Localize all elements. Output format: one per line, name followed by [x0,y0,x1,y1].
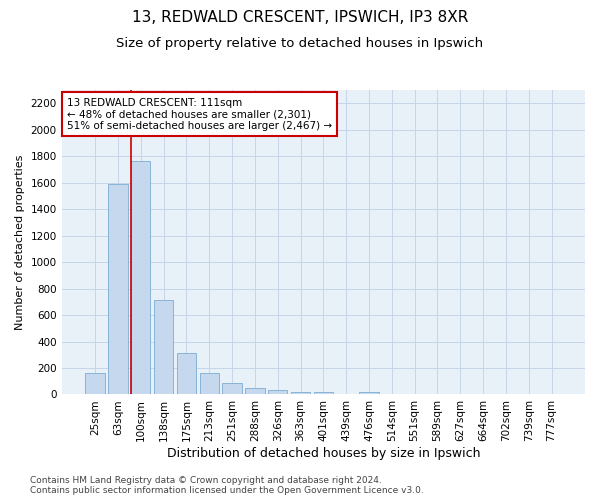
Text: Contains HM Land Registry data © Crown copyright and database right 2024.
Contai: Contains HM Land Registry data © Crown c… [30,476,424,495]
Bar [85,374,105,394]
Y-axis label: Number of detached properties: Number of detached properties [15,154,25,330]
Text: 13, REDWALD CRESCENT, IPSWICH, IP3 8XR: 13, REDWALD CRESCENT, IPSWICH, IP3 8XR [132,10,468,25]
Bar [177,353,196,395]
Text: Size of property relative to detached houses in Ipswich: Size of property relative to detached ho… [116,38,484,51]
Text: 13 REDWALD CRESCENT: 111sqm
← 48% of detached houses are smaller (2,301)
51% of : 13 REDWALD CRESCENT: 111sqm ← 48% of det… [67,98,332,131]
X-axis label: Distribution of detached houses by size in Ipswich: Distribution of detached houses by size … [167,447,480,460]
Bar [131,162,151,394]
Bar [154,300,173,394]
Bar [223,383,242,394]
Bar [291,392,310,394]
Bar [359,392,379,394]
Bar [314,392,333,394]
Bar [245,388,265,394]
Bar [268,390,287,394]
Bar [108,184,128,394]
Bar [200,374,219,394]
